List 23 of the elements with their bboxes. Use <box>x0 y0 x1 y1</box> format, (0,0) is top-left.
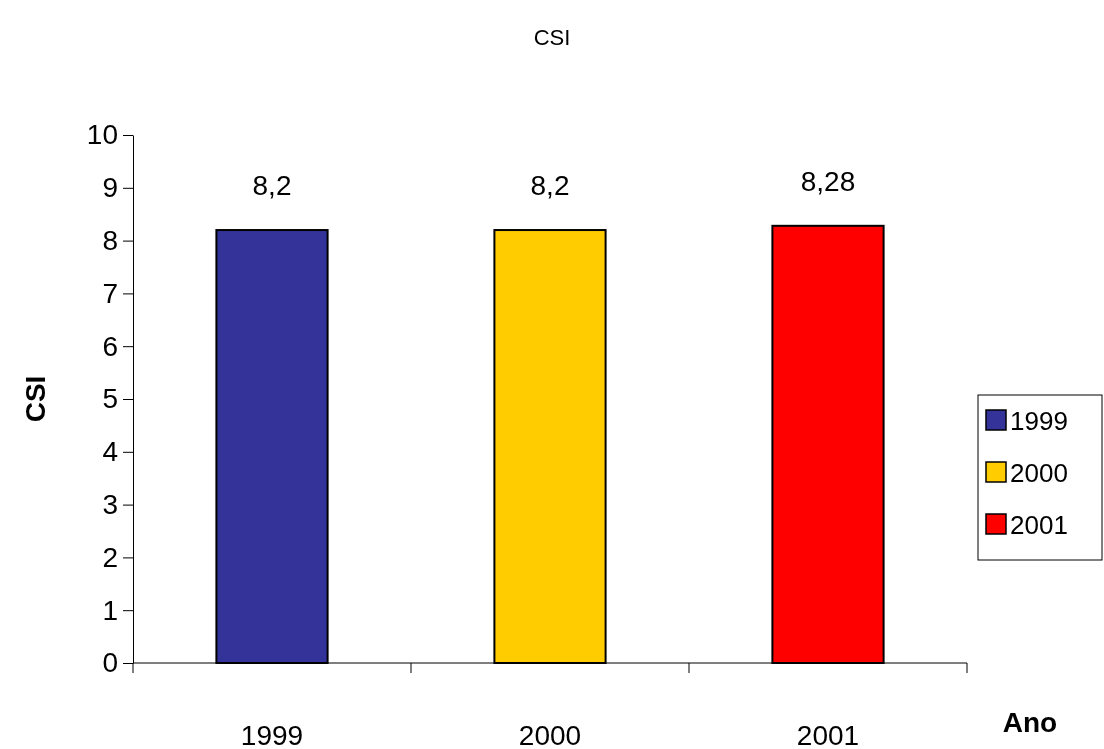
y-tick-label: 5 <box>102 383 118 415</box>
legend-label: 2000 <box>1010 458 1068 488</box>
legend-label: 2001 <box>1010 510 1068 540</box>
data-label: 8,2 <box>530 170 570 202</box>
x-tick-label: 2001 <box>796 720 860 749</box>
y-tick-label: 3 <box>102 489 118 521</box>
y-tick-label: 0 <box>102 647 118 679</box>
y-tick-label: 10 <box>86 119 118 151</box>
y-tick-label: 9 <box>102 172 118 204</box>
x-axis-title: Ano <box>1002 707 1058 738</box>
chart-title: CSI <box>533 25 571 50</box>
y-axis-title: CSI <box>20 375 51 423</box>
y-tick-label: 6 <box>102 330 118 362</box>
y-tick-label: 8 <box>102 225 118 257</box>
legend-label: 1999 <box>1010 406 1068 436</box>
y-tick-label: 2 <box>102 541 118 573</box>
y-tick-label: 4 <box>102 436 118 468</box>
x-tick-label: 1999 <box>240 720 304 749</box>
y-tick-label: 1 <box>102 594 118 626</box>
data-label: 8,28 <box>800 165 856 197</box>
y-tick-label: 7 <box>102 277 118 309</box>
x-tick-label: 2000 <box>518 720 582 749</box>
data-label: 8,2 <box>252 170 292 202</box>
